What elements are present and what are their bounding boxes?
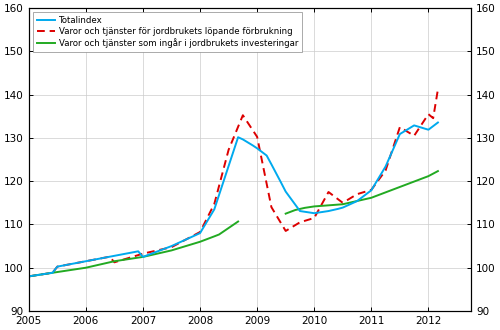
Varor och tjänster som ingår i jordbrukets investeringar xyxy=(130,256,136,260)
Varor och tjänster som ingår i jordbrukets investeringar xyxy=(26,274,32,278)
Varor och tjänster som ingår i jordbrukets investeringar xyxy=(74,267,80,271)
Totalindex xyxy=(197,231,203,235)
Totalindex xyxy=(230,150,236,154)
Varor och tjänster som ingår i jordbrukets investeringar xyxy=(116,258,122,262)
Line: Varor och tjänster som ingår i jordbrukets investeringar: Varor och tjänster som ingår i jordbruke… xyxy=(29,221,238,276)
Varor och tjänster som ingår i jordbrukets investeringar xyxy=(183,244,189,248)
Legend: Totalindex, Varor och tjänster för jordbrukets löpande förbrukning, Varor och tj: Totalindex, Varor och tjänster för jordb… xyxy=(33,13,301,51)
Varor och tjänster som ingår i jordbrukets investeringar xyxy=(144,254,150,258)
Totalindex xyxy=(435,120,441,124)
Varor och tjänster som ingår i jordbrukets investeringar xyxy=(164,249,170,253)
Varor och tjänster som ingår i jordbrukets investeringar xyxy=(230,223,236,227)
Varor och tjänster som ingår i jordbrukets investeringar xyxy=(30,274,36,278)
Varor och tjänster som ingår i jordbrukets investeringar xyxy=(212,234,218,238)
Varor och tjänster som ingår i jordbrukets investeringar xyxy=(135,256,141,260)
Varor och tjänster som ingår i jordbrukets investeringar xyxy=(168,248,174,252)
Varor och tjänster som ingår i jordbrukets investeringar xyxy=(64,269,70,273)
Varor och tjänster som ingår i jordbrukets investeringar xyxy=(88,265,94,269)
Varor och tjänster som ingår i jordbrukets investeringar xyxy=(202,238,208,242)
Varor och tjänster som ingår i jordbrukets investeringar xyxy=(121,258,127,262)
Varor och tjänster som ingår i jordbrukets investeringar xyxy=(36,273,42,277)
Varor och tjänster som ingår i jordbrukets investeringar xyxy=(221,229,227,233)
Varor och tjänster som ingår i jordbrukets investeringar xyxy=(50,271,56,275)
Varor och tjänster som ingår i jordbrukets investeringar xyxy=(106,260,112,264)
Varor och tjänster som ingår i jordbrukets investeringar xyxy=(226,226,232,230)
Varor och tjänster för jordbrukets löpande förbrukning xyxy=(144,250,150,254)
Varor och tjänster som ingår i jordbrukets investeringar xyxy=(112,259,117,263)
Varor och tjänster som ingår i jordbrukets investeringar xyxy=(235,219,241,223)
Line: Totalindex: Totalindex xyxy=(29,122,438,276)
Varor och tjänster som ingår i jordbrukets investeringar xyxy=(178,246,184,249)
Varor och tjänster som ingår i jordbrukets investeringar xyxy=(78,266,84,270)
Varor och tjänster för jordbrukets löpande förbrukning xyxy=(435,87,441,91)
Varor och tjänster som ingår i jordbrukets investeringar xyxy=(150,253,156,257)
Varor och tjänster som ingår i jordbrukets investeringar xyxy=(197,240,203,244)
Varor och tjänster för jordbrukets löpande förbrukning xyxy=(359,191,365,195)
Varor och tjänster som ingår i jordbrukets investeringar xyxy=(92,264,98,268)
Totalindex xyxy=(26,274,32,278)
Varor och tjänster för jordbrukets löpande förbrukning xyxy=(197,230,203,234)
Varor och tjänster som ingår i jordbrukets investeringar xyxy=(102,261,108,265)
Totalindex xyxy=(144,253,150,257)
Varor och tjänster som ingår i jordbrukets investeringar xyxy=(192,241,198,245)
Varor och tjänster som ingår i jordbrukets investeringar xyxy=(174,247,180,251)
Varor och tjänster som ingår i jordbrukets investeringar xyxy=(68,268,74,272)
Varor och tjänster som ingår i jordbrukets investeringar xyxy=(97,262,103,266)
Varor och tjänster som ingår i jordbrukets investeringar xyxy=(126,257,132,261)
Varor och tjänster som ingår i jordbrukets investeringar xyxy=(206,236,212,240)
Varor och tjänster som ingår i jordbrukets investeringar xyxy=(188,243,194,247)
Totalindex xyxy=(116,253,122,257)
Totalindex xyxy=(359,195,365,199)
Varor och tjänster som ingår i jordbrukets investeringar xyxy=(40,272,46,276)
Varor och tjänster som ingår i jordbrukets investeringar xyxy=(45,272,51,276)
Varor och tjänster som ingår i jordbrukets investeringar xyxy=(154,252,160,256)
Varor och tjänster för jordbrukets löpande förbrukning xyxy=(116,259,122,263)
Varor och tjänster för jordbrukets löpande förbrukning xyxy=(26,274,32,278)
Varor och tjänster som ingår i jordbrukets investeringar xyxy=(83,266,89,270)
Varor och tjänster som ingår i jordbrukets investeringar xyxy=(159,250,165,254)
Varor och tjänster som ingår i jordbrukets investeringar xyxy=(59,269,65,273)
Totalindex xyxy=(92,257,98,261)
Varor och tjänster som ingår i jordbrukets investeringar xyxy=(54,270,60,274)
Varor och tjänster som ingår i jordbrukets investeringar xyxy=(216,233,222,237)
Varor och tjänster som ingår i jordbrukets investeringar xyxy=(140,255,146,259)
Line: Varor och tjänster för jordbrukets löpande förbrukning: Varor och tjänster för jordbrukets löpan… xyxy=(29,89,438,276)
Varor och tjänster för jordbrukets löpande förbrukning xyxy=(92,257,98,261)
Varor och tjänster för jordbrukets löpande förbrukning xyxy=(230,136,236,140)
